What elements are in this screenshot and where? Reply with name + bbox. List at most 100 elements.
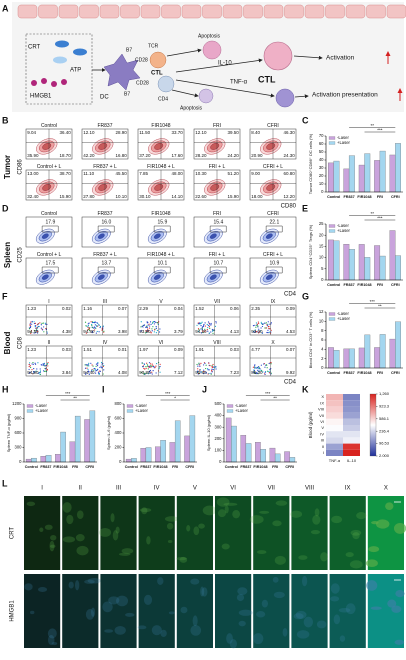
quadrant-value: 24.30 <box>284 153 296 158</box>
colorbar-label: 236.4 <box>379 428 390 433</box>
x-tick-label: Control <box>327 371 340 375</box>
event-dot <box>31 320 33 323</box>
micrograph-texture <box>186 525 191 532</box>
event-dot <box>97 368 99 370</box>
event-dot <box>209 324 211 326</box>
event-dot <box>154 366 156 369</box>
micrograph-texture <box>282 627 288 637</box>
x-tick-label: FRI <box>272 465 278 469</box>
y-tick-label: 2 <box>321 356 324 361</box>
legend-swatch <box>328 141 336 145</box>
legend-swatch <box>26 404 34 408</box>
plot-title: CFRI <box>267 211 279 217</box>
bar <box>379 255 386 281</box>
quadrant-value: 24.20 <box>228 153 240 158</box>
event-dot <box>262 371 264 373</box>
micrograph <box>215 574 252 648</box>
event-dot <box>211 371 213 373</box>
event-dot <box>146 321 148 323</box>
micrograph-texture <box>102 601 113 613</box>
y-tick-label: 500 <box>215 401 223 406</box>
event-dot <box>93 322 96 324</box>
event-dot <box>253 369 256 372</box>
crt-icon <box>55 40 69 48</box>
plot-title: X <box>271 340 275 346</box>
quadrant-value: 1.23 <box>27 347 36 352</box>
event-dot <box>146 331 148 333</box>
heatmap-cell <box>343 394 360 401</box>
event-dot <box>209 323 211 325</box>
column-label: VII <box>268 486 276 492</box>
event-dot <box>257 321 260 323</box>
micrograph-texture <box>39 527 44 533</box>
event-dot <box>215 368 217 370</box>
event-dot <box>84 364 86 366</box>
bar <box>40 456 47 463</box>
event-dot <box>211 329 213 331</box>
event-dot <box>155 332 158 334</box>
event-dot <box>34 332 37 334</box>
tissue-cell <box>181 4 202 19</box>
event-dot <box>205 367 207 370</box>
event-dot <box>91 364 93 366</box>
event-dot <box>258 370 260 372</box>
schematic-label: TNF-α <box>230 80 248 86</box>
y-tick-label: 20 <box>319 173 324 178</box>
bar <box>140 448 147 463</box>
micrograph-texture <box>114 625 126 635</box>
event-dot <box>207 324 209 327</box>
event-dot <box>29 371 31 373</box>
x-tick-label: FIR1048 <box>357 283 371 287</box>
y-tick-label: 20 <box>319 232 324 237</box>
bar <box>379 334 386 369</box>
event-dot <box>44 322 46 324</box>
y-tick-label: 400 <box>215 413 223 418</box>
y-axis-title: Spleen IL-6 (pg/ml) <box>106 415 111 450</box>
event-dot <box>202 364 205 366</box>
event-dot <box>29 331 32 333</box>
event-dot <box>143 372 145 374</box>
y-tick-label: II <box>322 444 324 449</box>
micrograph-texture <box>198 523 205 529</box>
event-dot <box>214 325 217 327</box>
event-dot <box>148 371 150 373</box>
event-dot <box>85 325 87 327</box>
event-dot <box>197 328 200 330</box>
event-dot <box>30 325 32 327</box>
event-dot <box>144 373 146 375</box>
bar <box>174 420 181 463</box>
micrograph <box>176 496 213 570</box>
event-dot <box>84 321 87 323</box>
quadrant-value: 85.30 <box>251 370 263 375</box>
micrograph-texture <box>116 595 129 607</box>
event-dot <box>261 325 264 328</box>
plot-title: FRI <box>213 211 221 217</box>
event-dot <box>210 331 212 333</box>
event-dot <box>147 324 149 326</box>
event-dot <box>97 325 99 327</box>
row-label: CRT <box>10 527 16 540</box>
micrograph-texture <box>75 534 85 542</box>
micrograph-texture <box>192 615 198 627</box>
quadrant-value: 1.52 <box>195 306 204 311</box>
micrograph-texture <box>44 524 53 530</box>
quadrant-value: 4.77 <box>251 347 260 352</box>
plot-title: FIR1048 + L <box>147 164 175 170</box>
x-tick-label: CFRI <box>285 465 294 469</box>
ctl-cell <box>149 51 167 69</box>
event-dot <box>36 368 38 370</box>
event-dot <box>145 332 147 334</box>
heatmap-cell <box>326 418 343 425</box>
event-dot <box>39 370 42 372</box>
y-tick-label: IX <box>320 400 324 405</box>
event-dot <box>151 330 153 332</box>
bar <box>31 457 37 463</box>
event-dot <box>213 366 215 368</box>
event-dot <box>87 326 89 328</box>
bar <box>89 410 96 463</box>
micrograph-texture <box>296 630 310 639</box>
bar <box>364 334 371 369</box>
event-dot <box>255 367 257 369</box>
event-dot <box>258 367 260 369</box>
x-tick-label: FRI <box>377 195 383 199</box>
